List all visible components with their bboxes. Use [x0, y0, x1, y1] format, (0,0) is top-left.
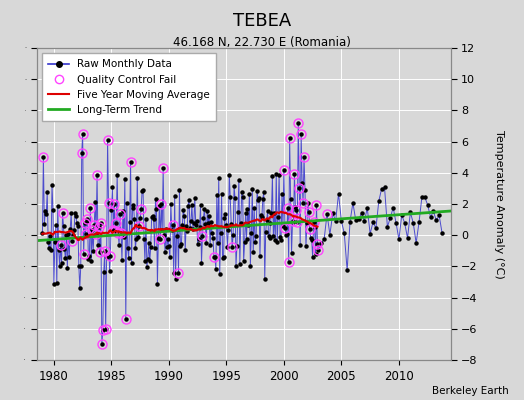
- Y-axis label: Temperature Anomaly (°C): Temperature Anomaly (°C): [494, 130, 504, 278]
- Legend: Raw Monthly Data, Quality Control Fail, Five Year Moving Average, Long-Term Tren: Raw Monthly Data, Quality Control Fail, …: [42, 53, 216, 121]
- Text: TEBEA: TEBEA: [233, 12, 291, 30]
- Text: 46.168 N, 22.730 E (Romania): 46.168 N, 22.730 E (Romania): [173, 36, 351, 49]
- Text: Berkeley Earth: Berkeley Earth: [432, 386, 508, 396]
